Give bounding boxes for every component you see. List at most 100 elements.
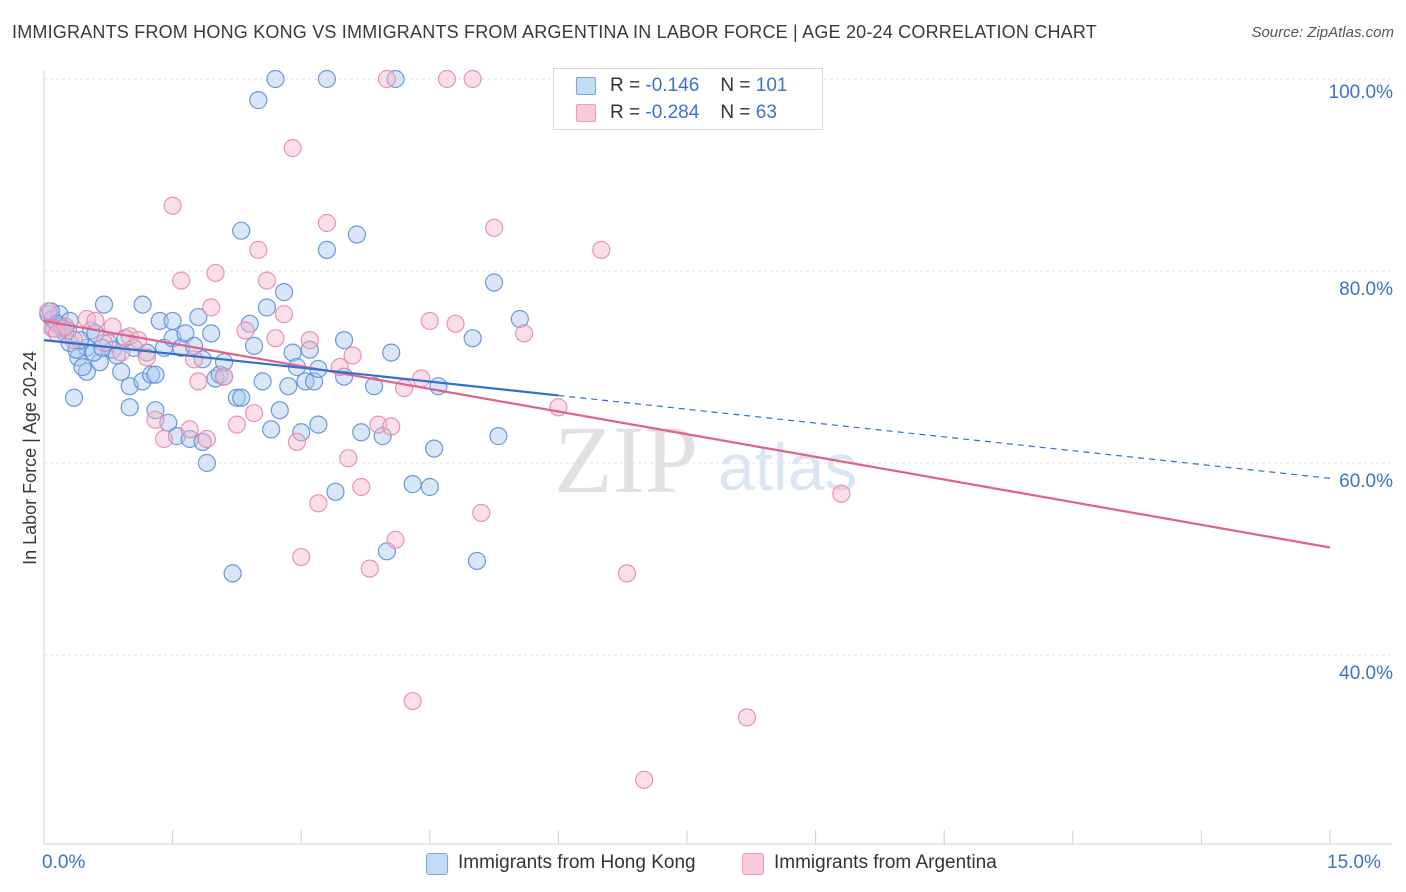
hong-kong-point: [189, 307, 208, 327]
argentina-point: [112, 343, 131, 362]
stats-legend: R = -0.146 N = 101 R = -0.284 N = 63: [553, 68, 823, 130]
argentina-point: [382, 417, 401, 436]
argentina-point: [274, 305, 294, 324]
argentina-point: [339, 449, 358, 468]
argentina-point: [386, 530, 405, 549]
argentina-point: [317, 213, 337, 233]
argentina-point: [249, 240, 268, 259]
y-tick-label-100: 100.0%: [1329, 82, 1394, 103]
grid-lines: [44, 78, 1392, 656]
hong-kong-point: [150, 311, 169, 331]
argentina-point: [39, 302, 58, 321]
argentina-point: [420, 311, 439, 331]
n-label: N =: [720, 75, 751, 96]
hong-kong-point: [274, 283, 294, 302]
x-max-label: 15.0%: [1327, 852, 1381, 873]
argentina-point: [129, 331, 148, 350]
hong-kong-point: [253, 372, 272, 391]
hong-kong-point: [262, 420, 281, 439]
hong-kong-point: [352, 423, 371, 442]
series-legend: Immigrants from Hong Kong Immigrants fro…: [0, 852, 1406, 878]
n-label: N =: [720, 102, 751, 123]
watermark-zip: ZIP: [554, 406, 698, 513]
hong-kong-point: [309, 415, 328, 434]
hong-kong-point: [90, 353, 109, 372]
y-tick-label-60: 60.0%: [1339, 471, 1393, 492]
hong-kong-point: [364, 377, 384, 396]
argentina-point: [283, 139, 302, 158]
hong-kong-point: [197, 453, 216, 473]
hong-kong-point: [270, 401, 289, 420]
argentina-point: [189, 372, 208, 391]
argentina-point: [180, 420, 199, 439]
argentina-point: [146, 410, 165, 429]
hong-kong-point: [326, 482, 345, 501]
argentina-point: [515, 324, 534, 343]
argentina-trend-solid: [43, 319, 1331, 549]
swatch-argentina: [576, 104, 596, 122]
hong-kong-point: [463, 329, 482, 348]
legend-label-hong-kong: Immigrants from Hong Kong: [458, 852, 696, 873]
y-axis-label: In Labor Force | Age 20-24: [20, 351, 40, 565]
hong-kong-point: [279, 377, 298, 396]
chart-title: IMMIGRANTS FROM HONG KONG VS IMMIGRANTS …: [12, 22, 1097, 42]
watermark-atlas: atlas: [718, 430, 857, 504]
y-tick-label-40: 40.0%: [1339, 663, 1393, 684]
hong-kong-point: [142, 365, 161, 384]
hong-kong-point: [232, 221, 251, 240]
argentina-point: [206, 263, 225, 283]
watermark: ZIP atlas: [554, 406, 857, 513]
n-value-argentina: 63: [755, 102, 777, 123]
hong-kong-point: [232, 388, 251, 407]
argentina-point: [292, 547, 311, 567]
r-label: R =: [610, 102, 641, 123]
argentina-point: [343, 346, 362, 365]
argentina-point: [202, 298, 221, 317]
x-min-label: 0.0%: [42, 852, 86, 873]
hong-kong-point: [94, 295, 114, 314]
argentina-point: [227, 415, 246, 434]
hong-kong-point: [485, 273, 504, 292]
r-label: R =: [610, 75, 641, 96]
hong-kong-point: [120, 398, 139, 417]
argentina-point: [163, 196, 182, 215]
swatch-hong-kong: [576, 77, 596, 95]
y-tick-label-80: 80.0%: [1339, 279, 1393, 300]
legend-swatch-argentina: [742, 853, 764, 875]
argentina-point: [257, 271, 277, 290]
argentina-point: [592, 240, 611, 259]
hong-kong-point: [227, 388, 246, 407]
argentina-point: [309, 494, 328, 513]
axes: [43, 70, 1392, 845]
hong-kong-point: [300, 340, 319, 359]
argentina-point: [377, 69, 397, 89]
argentina-point: [197, 429, 216, 449]
trend-lines: [43, 319, 1331, 549]
hong-kong-point: [382, 343, 401, 362]
hong-kong-point: [403, 475, 422, 494]
hong-kong-point: [292, 423, 311, 442]
hong-kong-point: [467, 551, 487, 571]
hong-kong-point: [489, 427, 508, 446]
hong-kong-point: [64, 388, 84, 407]
hong-kong-point: [112, 362, 131, 381]
y-tick-labels: 100.0% 80.0% 60.0% 40.0%: [1329, 82, 1394, 684]
argentina-point: [352, 477, 371, 497]
argentina-point: [472, 503, 491, 523]
hong-kong-point: [283, 343, 302, 362]
argentina-point: [103, 317, 122, 336]
argentina-point: [412, 369, 431, 388]
argentina-point: [137, 348, 156, 367]
hong-kong-point: [73, 357, 92, 377]
hong-kong-trend-solid: [43, 339, 559, 397]
hong-kong-point: [146, 401, 165, 420]
argentina-point: [184, 350, 204, 369]
hong-kong-point: [249, 91, 268, 110]
argentina-point: [154, 429, 174, 449]
hong-kong-point: [317, 240, 337, 259]
argentina-point: [214, 367, 234, 386]
hong-kong-point: [420, 477, 439, 497]
argentina-point: [394, 379, 414, 398]
hong-kong-point: [176, 324, 195, 343]
